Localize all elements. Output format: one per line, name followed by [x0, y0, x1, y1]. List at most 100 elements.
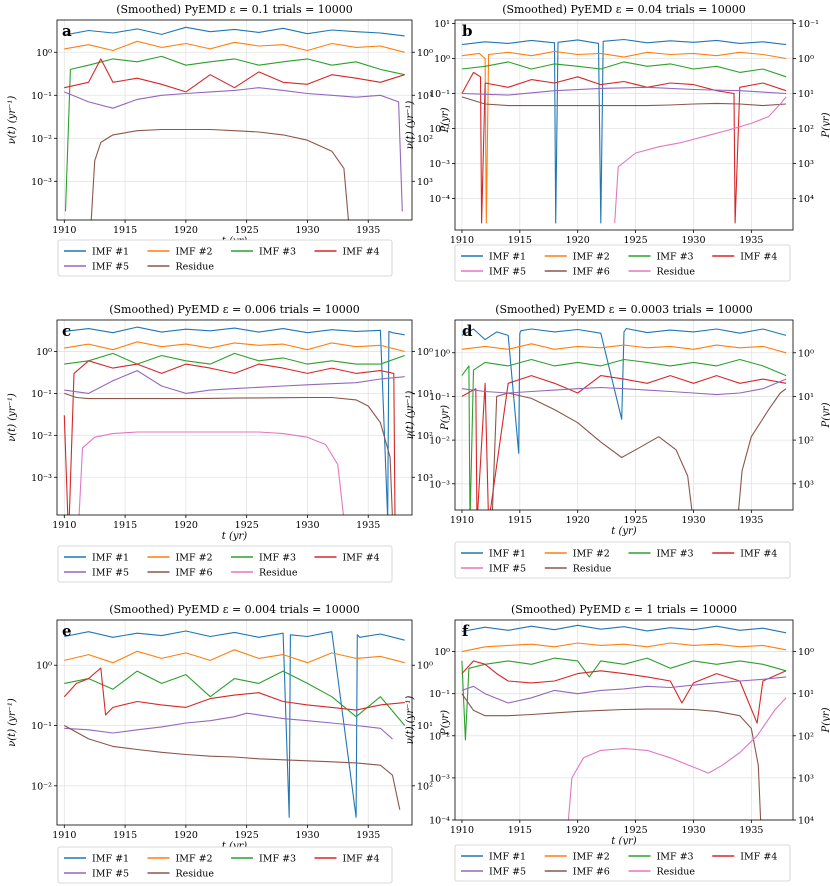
x-tick-label: 1910: [52, 225, 76, 236]
y-axis-label-right: P(yr): [440, 710, 451, 736]
legend-label-imf-5: IMF #5: [489, 564, 526, 575]
x-tick-label: 1920: [566, 235, 590, 246]
y-tick-label-left: 10⁻³: [31, 177, 52, 188]
x-tick-label: 1925: [235, 830, 259, 841]
y-tick-label-left: 10⁻⁴: [429, 194, 450, 205]
y-tick-label-left: 10⁰: [36, 48, 52, 59]
series-line-imf-2: [461, 642, 787, 653]
x-tick-label: 1925: [235, 520, 259, 531]
series-line-imf-3: [461, 657, 787, 741]
x-tick-label: 1915: [113, 830, 137, 841]
panel-f: 1910 1915 1920 1925 1930 193510⁰10⁻¹10⁻²10⁻³1…: [405, 603, 830, 882]
legend-label-imf-4: IMF #4: [740, 252, 777, 263]
x-tick-label: 1910: [450, 235, 474, 246]
legend-label-imf-3: IMF #3: [259, 247, 296, 258]
legend-label-imf-3: IMF #3: [657, 252, 694, 263]
series-line-imf-4: [461, 71, 787, 224]
y-axis-label-right: P(yr): [821, 112, 830, 138]
legend-label-imf-4: IMF #4: [343, 553, 380, 564]
series-group: [64, 26, 405, 220]
legend-label-imf-6: IMF #6: [573, 267, 610, 278]
series-line-imf-6: [461, 693, 762, 820]
legend-label-residue: Residue: [176, 262, 215, 273]
legend-label-imf-2: IMF #2: [176, 854, 213, 865]
series-line-imf-1: [461, 624, 787, 634]
x-tick-label: 1935: [356, 225, 380, 236]
series-line-imf-5: [461, 86, 787, 96]
x-tick-label: 1925: [623, 825, 647, 836]
legend-label-imf-2: IMF #2: [573, 252, 610, 263]
y-tick-label-right: 10²: [417, 134, 433, 145]
x-tick-label: 1925: [235, 225, 259, 236]
legend-box: [57, 545, 393, 583]
y-tick-label-left: 10⁻¹: [429, 89, 450, 100]
series-line-residue: [491, 388, 787, 510]
y-tick-label-left: 10¹: [434, 19, 450, 30]
legend-label-imf-2: IMF #2: [573, 852, 610, 863]
y-axis-label-left: ν(t) (yr⁻¹): [405, 101, 416, 150]
legend-label-residue: Residue: [573, 564, 612, 575]
y-tick-label-right: 10¹: [798, 89, 814, 100]
legend-label-residue: Residue: [657, 267, 696, 278]
x-tick-label: 1915: [508, 825, 532, 836]
y-tick-label-right: 10²: [798, 731, 814, 742]
series-line-residue: [567, 697, 787, 820]
y-tick-label-left: 10⁻²: [429, 124, 450, 135]
legend-label-imf-5: IMF #5: [92, 262, 129, 273]
x-tick-label: 1925: [623, 515, 647, 526]
x-tick-label: 1920: [174, 225, 198, 236]
series-line-imf-4: [64, 58, 405, 93]
y-tick-label-right: 10⁰: [798, 54, 814, 65]
legend-label-imf-3: IMF #3: [657, 549, 694, 560]
x-tick-label: 1915: [508, 235, 532, 246]
legend-label-imf-4: IMF #4: [740, 549, 777, 560]
y-tick-label-right: 10³: [417, 473, 433, 484]
y-tick-label-left: 10⁻⁴: [429, 816, 450, 827]
x-axis-label: t (yr): [611, 836, 637, 847]
panel-title: (Smoothed) PyEMD ε = 0.04 trials = 10000: [502, 3, 746, 16]
y-axis-label-right: P(yr): [440, 405, 451, 431]
y-tick-label-left: 10⁻¹: [31, 389, 52, 400]
y-tick-label-left: 10⁰: [434, 348, 450, 359]
plot-frame: [56, 619, 413, 826]
series-line-imf-2: [461, 50, 787, 224]
panel-letter: f: [462, 622, 470, 640]
plot-frame: [454, 619, 794, 821]
y-tick-label-right: 10⁴: [798, 816, 814, 827]
x-tick-label: 1935: [739, 825, 763, 836]
y-tick-label-left: 10⁻¹: [31, 91, 52, 102]
series-line-imf-5: [461, 378, 787, 396]
x-tick-label: 1935: [356, 520, 380, 531]
legend-box: [454, 244, 791, 282]
panel-letter: a: [62, 22, 72, 40]
x-tick-label: 1930: [295, 520, 319, 531]
series-line-imf-6: [461, 96, 787, 107]
x-tick-label: 1930: [295, 830, 319, 841]
panel-letter: d: [462, 322, 473, 340]
legend-label-imf-5: IMF #5: [92, 869, 129, 880]
y-tick-label-right: 10¹: [417, 91, 433, 102]
y-axis-label-right: P(yr): [440, 107, 451, 133]
legend-label-imf-6: IMF #6: [176, 568, 213, 579]
legend-label-imf-1: IMF #1: [92, 247, 129, 258]
series-line-imf-4: [63, 667, 405, 716]
series-line-imf-5: [64, 87, 403, 212]
series-group: [63, 630, 406, 818]
y-axis-label-left: ν(t) (yr⁻¹): [7, 96, 18, 145]
panel-letter: c: [62, 322, 71, 340]
y-axis-label-left: ν(t) (yr⁻¹): [405, 391, 416, 440]
series-line-imf-3: [64, 55, 405, 212]
legend-label-imf-4: IMF #4: [343, 854, 380, 865]
x-tick-label: 1930: [681, 235, 705, 246]
plot-frame: [56, 19, 413, 221]
legend-label-imf-4: IMF #4: [343, 247, 380, 258]
y-tick-label-right: 10¹: [417, 389, 433, 400]
legend-label-imf-3: IMF #3: [259, 553, 296, 564]
x-tick-label: 1920: [174, 830, 198, 841]
series-line-imf-1: [64, 326, 405, 515]
series-line-imf-3: [461, 61, 787, 78]
y-tick-label-right: 10³: [798, 159, 814, 170]
y-tick-label-right: 10⁰: [417, 347, 433, 358]
y-tick-label-left: 10⁻²: [429, 731, 450, 742]
y-tick-label-left: 10⁻²: [31, 134, 52, 145]
